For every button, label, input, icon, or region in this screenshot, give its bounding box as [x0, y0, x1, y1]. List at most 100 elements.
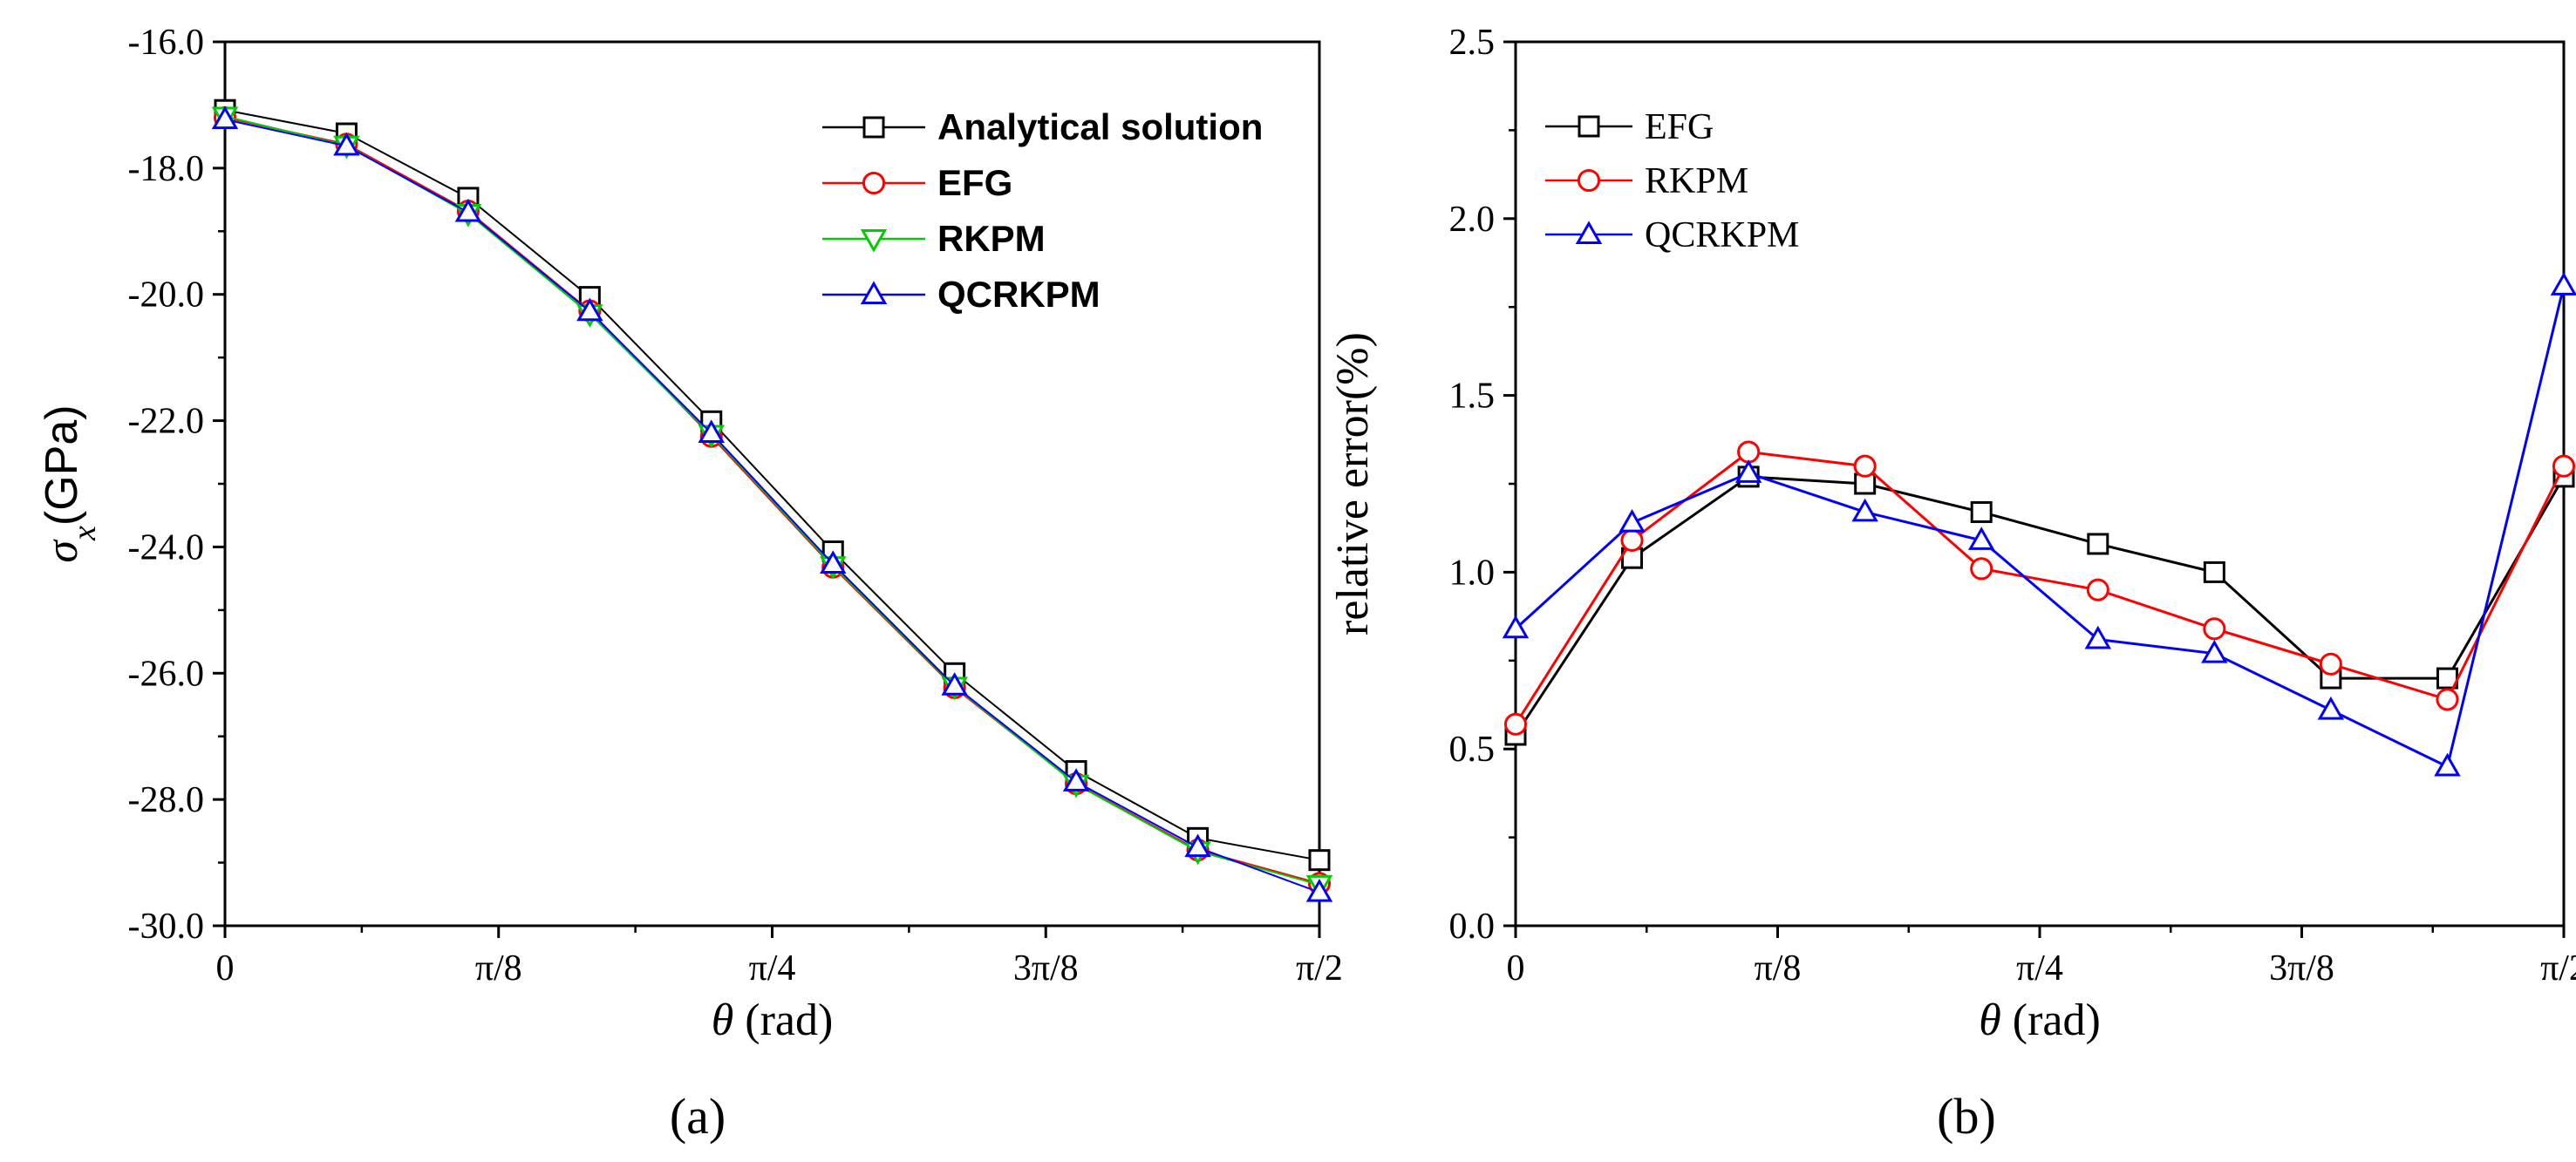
y-tick-label: 1.0: [1449, 553, 1496, 593]
y-tick-label: 2.0: [1449, 200, 1496, 240]
data-point-analytical-solution: [1308, 849, 1331, 872]
data-point-qcrkpm: [1967, 527, 1995, 550]
data-point-rkpm: [2436, 688, 2459, 711]
y-axis-title: σx(GPa): [37, 404, 103, 562]
series-line-qcrkpm: [224, 119, 1320, 894]
data-point-rkpm: [2319, 652, 2342, 676]
legend-label-efg: EFG: [1645, 107, 1714, 147]
data-point-qcrkpm: [2434, 752, 2461, 777]
data-point-rkpm: [1620, 528, 1644, 552]
series-line-rkpm: [224, 115, 1320, 886]
legend-marker-efg: [1578, 115, 1600, 138]
x-tick-label: π/4: [2016, 948, 2063, 989]
y-tick-label: 2.5: [1449, 23, 1496, 63]
y-tick-label: 1.5: [1449, 377, 1496, 417]
data-point-efg: [1970, 500, 1993, 523]
data-point-qcrkpm: [2201, 640, 2228, 663]
data-point-qcrkpm: [454, 198, 482, 222]
data-point-qcrkpm: [1305, 878, 1333, 902]
data-point-qcrkpm: [698, 419, 725, 444]
data-point-qcrkpm: [1851, 498, 1878, 522]
panel-label-a: (a): [670, 1088, 726, 1145]
data-point-qcrkpm: [1502, 615, 1530, 639]
x-axis-symbol: θ: [1979, 996, 2001, 1045]
legend: Analytical solution EFG RKPM QCRKPM: [822, 106, 1263, 315]
legend: EFG RKPM QCRKPM: [1545, 107, 1799, 255]
series-line-efg: [1514, 475, 2566, 736]
series-qcrkpm: [211, 105, 1333, 902]
data-point-efg: [2087, 533, 2109, 555]
x-tick-label: π/2: [2540, 948, 2576, 989]
y-axis-title: relative error(%): [1328, 332, 1378, 635]
y-tick-label: -28.0: [128, 780, 205, 820]
legend-marker-qcrkpm: [860, 281, 888, 304]
chart-a: -16.0 -18.0 -20.0 -22.0 -24.0 -26.0 -28.0 -30.0…: [37, 23, 1343, 1045]
y-tick-label: -30.0: [128, 907, 205, 947]
y-tick-label: -24.0: [128, 527, 205, 567]
x-tick-label: 3π/8: [2269, 948, 2334, 989]
chart-b: 0.0 0.5 1.0 1.5 2.0 2.5 0 π/8 π/4 3π/8 π/2 θ (rad) r…: [1328, 23, 2576, 1045]
legend-marker-analytical-solution: [862, 116, 885, 139]
y-tick-label: -18.0: [128, 149, 205, 189]
x-axis-unit: (rad): [2001, 996, 2101, 1045]
y-tick-label: -16.0: [128, 23, 205, 63]
x-tick-label: 0: [1507, 948, 1525, 989]
y-tick-label: 0.5: [1449, 730, 1496, 770]
data-point-rkpm: [1503, 712, 1528, 736]
x-tick-label: π/4: [749, 948, 796, 989]
x-axis-title: θ (rad): [1979, 996, 2101, 1045]
series-line-analytical-solution: [224, 109, 1320, 861]
data-point-rkpm: [2552, 454, 2576, 478]
y-tick-label: -22.0: [128, 402, 205, 442]
data-point-qcrkpm: [1734, 459, 1762, 483]
x-axis-unit: (rad): [733, 996, 833, 1045]
y-tick-label: -26.0: [128, 654, 205, 694]
y-axis-unit: (GPa): [37, 404, 87, 526]
data-point-rkpm: [1737, 440, 1761, 464]
legend-label-rkpm: RKPM: [937, 218, 1046, 259]
legend-marker-rkpm: [1577, 168, 1601, 193]
legend-label-rkpm: RKPM: [1645, 161, 1748, 201]
legend-marker-efg: [862, 171, 886, 195]
data-point-qcrkpm: [2084, 625, 2112, 649]
x-axis-title: θ (rad): [712, 996, 834, 1045]
x-tick-label: π/8: [1755, 948, 1802, 989]
data-point-rkpm: [1853, 454, 1877, 478]
data-point-qcrkpm: [211, 105, 239, 130]
data-point-qcrkpm: [1619, 508, 1646, 533]
x-tick-label: 0: [216, 948, 235, 989]
y-tick-label: -20.0: [128, 275, 205, 316]
legend-marker-rkpm: [860, 229, 888, 253]
series-analytical-solution: [214, 99, 1331, 872]
series-qcrkpm: [1502, 272, 2576, 777]
data-point-rkpm: [2086, 578, 2109, 601]
data-point-qcrkpm: [1062, 768, 1090, 792]
series-line-qcrkpm: [1514, 285, 2566, 769]
panel-label-b: (b): [1937, 1088, 1996, 1145]
series-line-rkpm: [1514, 450, 2566, 725]
y-axis-symbol: σ: [37, 539, 87, 563]
data-point-qcrkpm: [2550, 272, 2576, 296]
legend-label-analytical-solution: Analytical solution: [937, 106, 1263, 147]
data-point-rkpm: [1970, 557, 1993, 581]
data-point-qcrkpm: [2317, 696, 2345, 720]
legend-label-efg: EFG: [937, 162, 1012, 203]
legend-label-qcrkpm: QCRKPM: [1645, 215, 1799, 255]
data-point-qcrkpm: [1184, 833, 1211, 858]
legend-marker-qcrkpm: [1575, 221, 1603, 244]
series-rkpm: [1503, 440, 2576, 736]
x-axis-symbol: θ: [712, 996, 734, 1045]
data-point-qcrkpm: [576, 297, 603, 322]
data-point-qcrkpm: [941, 672, 968, 696]
y-axis-subscript: x: [66, 526, 103, 541]
x-tick-label: π/2: [1296, 948, 1343, 989]
legend-label-qcrkpm: QCRKPM: [937, 274, 1101, 315]
data-point-qcrkpm: [333, 132, 360, 156]
data-point-efg: [2203, 561, 2225, 583]
data-point-qcrkpm: [820, 550, 847, 574]
data-point-rkpm: [2203, 617, 2226, 641]
x-tick-label: 3π/8: [1013, 948, 1079, 989]
y-tick-label: 0.0: [1449, 907, 1496, 947]
plot-frame: [223, 40, 1321, 928]
